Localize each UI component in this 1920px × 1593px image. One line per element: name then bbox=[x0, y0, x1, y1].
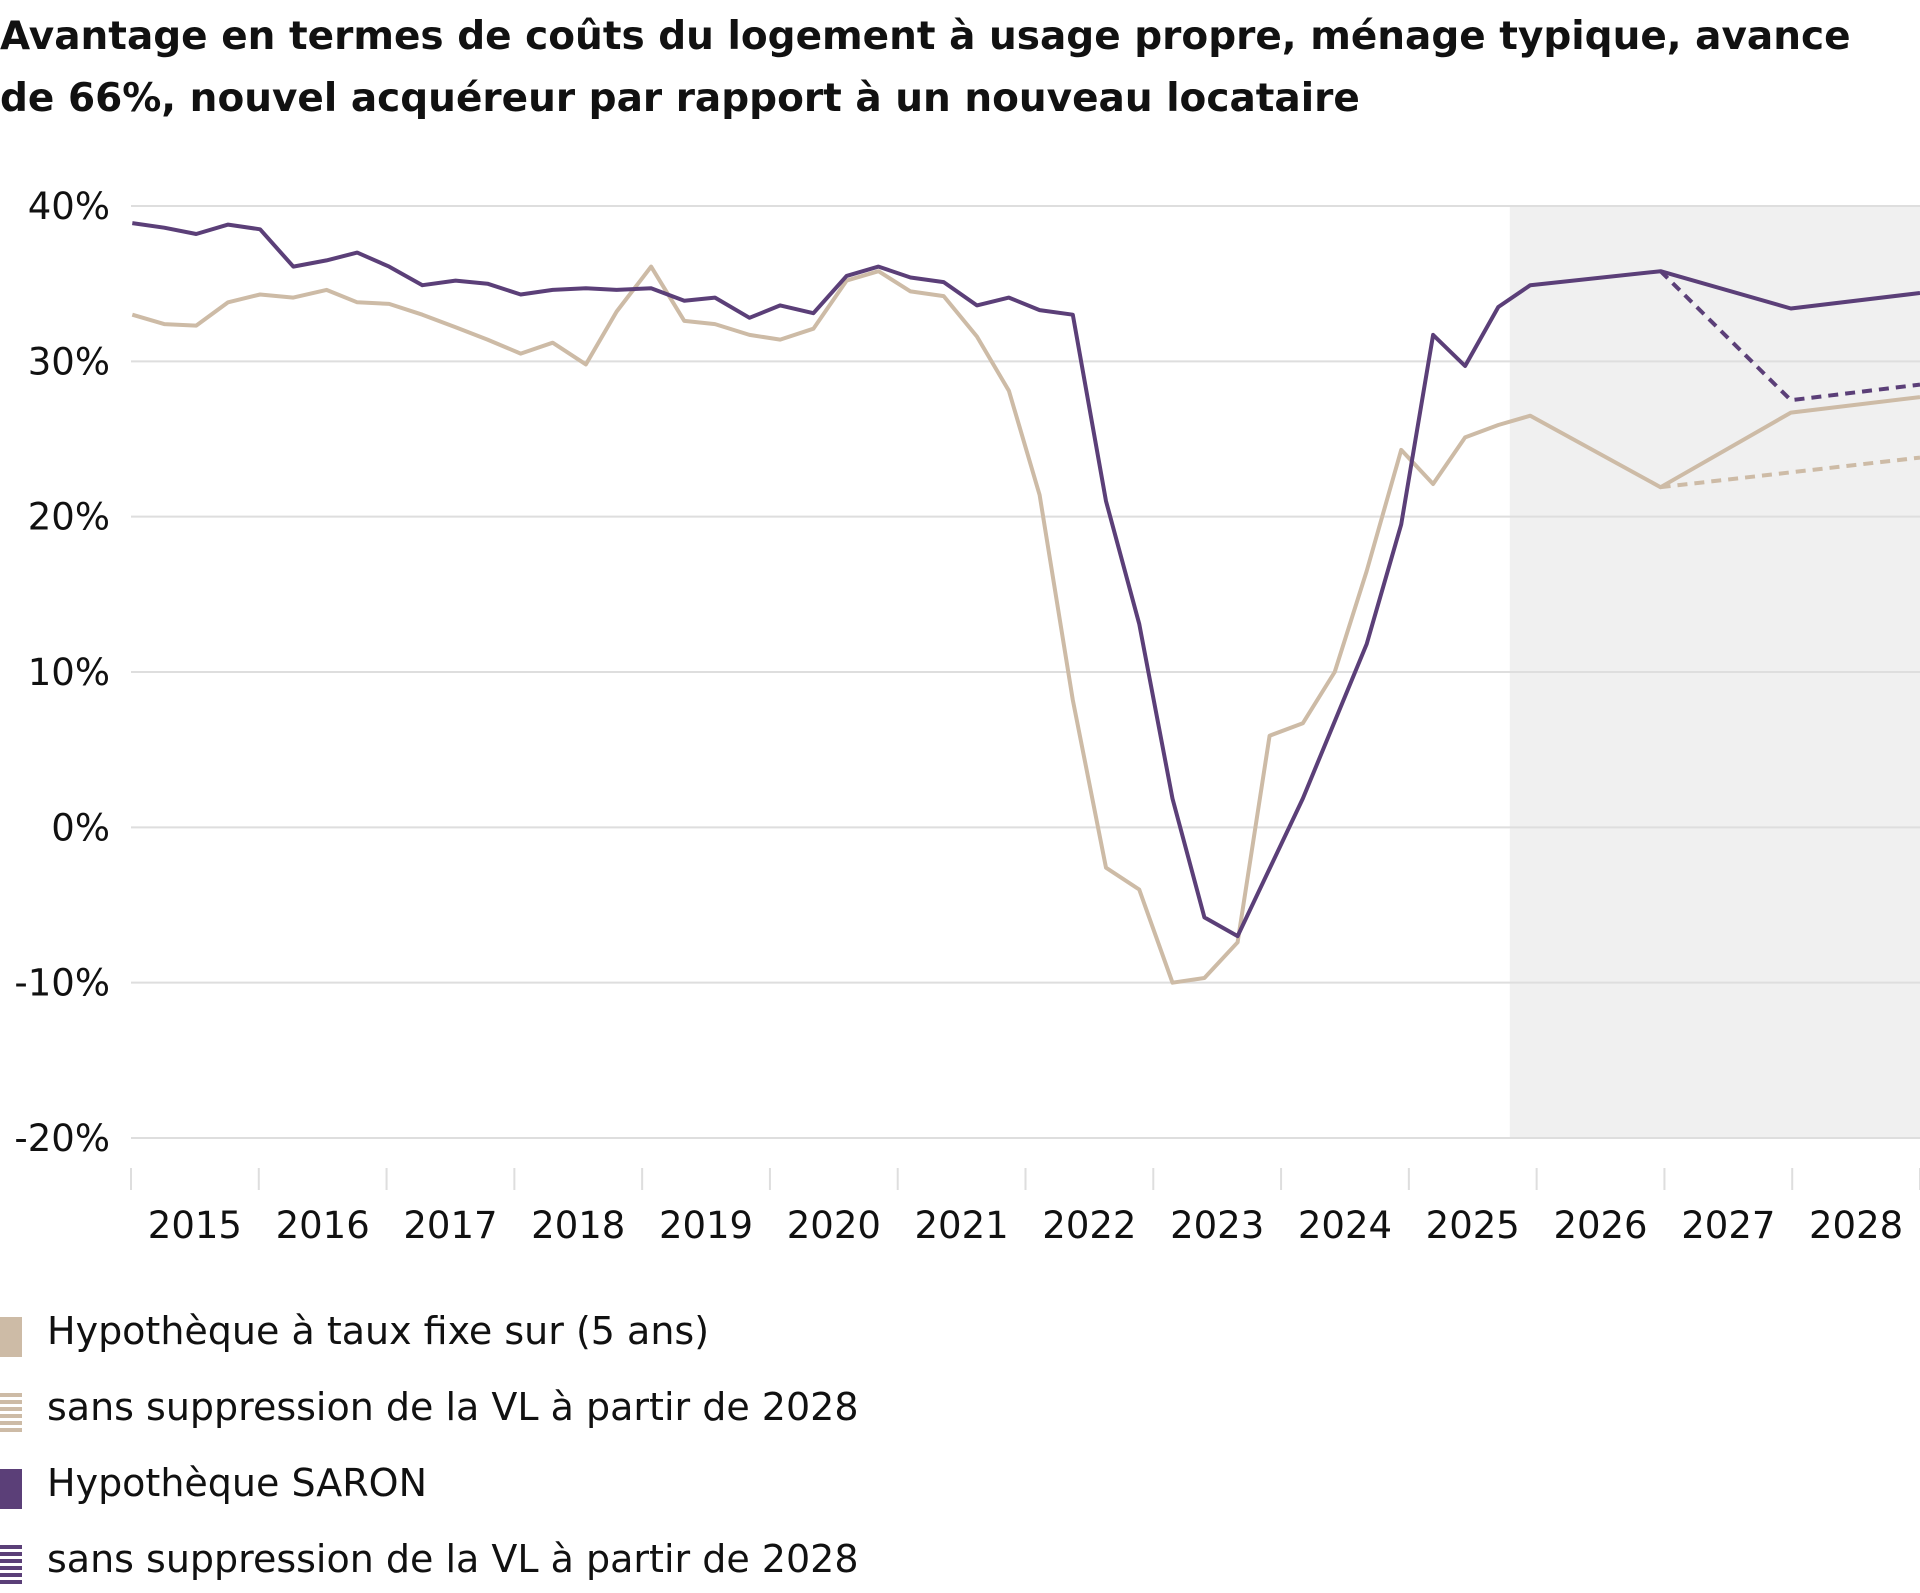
y-axis-ticks: 40% 30% 20% 10% 0% -10% -20% bbox=[14, 185, 110, 1160]
x-tick-label: 2027 bbox=[1681, 1204, 1775, 1247]
x-tick-label: 2020 bbox=[787, 1204, 881, 1247]
x-tick-label: 2026 bbox=[1553, 1204, 1647, 1247]
legend-swatch bbox=[0, 1545, 22, 1585]
x-tick-label: 2017 bbox=[403, 1204, 497, 1247]
y-tick-label: -10% bbox=[14, 962, 110, 1005]
y-tick-label: 30% bbox=[28, 340, 110, 383]
legend-label: Hypothèque SARON bbox=[47, 1461, 428, 1505]
x-tick-label: 2016 bbox=[276, 1204, 370, 1247]
x-tick-label: 2019 bbox=[659, 1204, 753, 1247]
x-axis-ticks: 2015 2016 2017 2018 2019 2020 2021 2022 2023 2024… bbox=[130, 1168, 1920, 1247]
x-tick-label: 2028 bbox=[1809, 1204, 1903, 1247]
legend-swatch bbox=[0, 1393, 22, 1433]
y-tick-label: 10% bbox=[28, 651, 110, 694]
legend-swatch bbox=[0, 1317, 22, 1357]
y-tick-label: -20% bbox=[14, 1117, 110, 1160]
legend-item-saron-no-vl-abolition: sans suppression de la VL à partir de 20… bbox=[0, 1533, 1000, 1593]
legend-item-fixed-rate-no-vl-abolition: sans suppression de la VL à partir de 20… bbox=[0, 1381, 1000, 1441]
y-tick-label: 40% bbox=[28, 185, 110, 228]
legend-label: sans suppression de la VL à partir de 20… bbox=[47, 1385, 859, 1429]
x-tick-label: 2022 bbox=[1042, 1204, 1136, 1247]
x-tick-label: 2021 bbox=[915, 1204, 1009, 1247]
legend-label: sans suppression de la VL à partir de 20… bbox=[47, 1537, 859, 1581]
legend-label: Hypothèque à taux fixe sur (5 ans) bbox=[47, 1309, 710, 1353]
legend-item-saron: Hypothèque SARON bbox=[0, 1457, 1000, 1517]
legend-item-fixed-rate: Hypothèque à taux fixe sur (5 ans) bbox=[0, 1305, 1000, 1365]
series-line-2 bbox=[132, 221, 1920, 939]
x-tick-label: 2024 bbox=[1298, 1204, 1392, 1247]
series-line-0 bbox=[131, 264, 1920, 985]
series-lines bbox=[131, 221, 1920, 985]
x-tick-label: 2015 bbox=[148, 1204, 242, 1247]
y-tick-label: 20% bbox=[28, 496, 110, 539]
series-line-1 bbox=[1660, 455, 1920, 490]
chart-title: Avantage en termes de coûts du logement … bbox=[0, 14, 1851, 121]
gridlines bbox=[131, 205, 1920, 1139]
y-tick-label: 0% bbox=[51, 806, 110, 849]
line-chart: 40%30%20%10%0%-10%-20% 2015 2016 2017 2018 2… bbox=[14, 185, 1920, 1247]
x-tick-label: 2025 bbox=[1426, 1204, 1520, 1247]
legend-swatch bbox=[0, 1469, 22, 1509]
x-tick-label: 2023 bbox=[1170, 1204, 1264, 1247]
x-tick-label: 2018 bbox=[531, 1204, 625, 1247]
